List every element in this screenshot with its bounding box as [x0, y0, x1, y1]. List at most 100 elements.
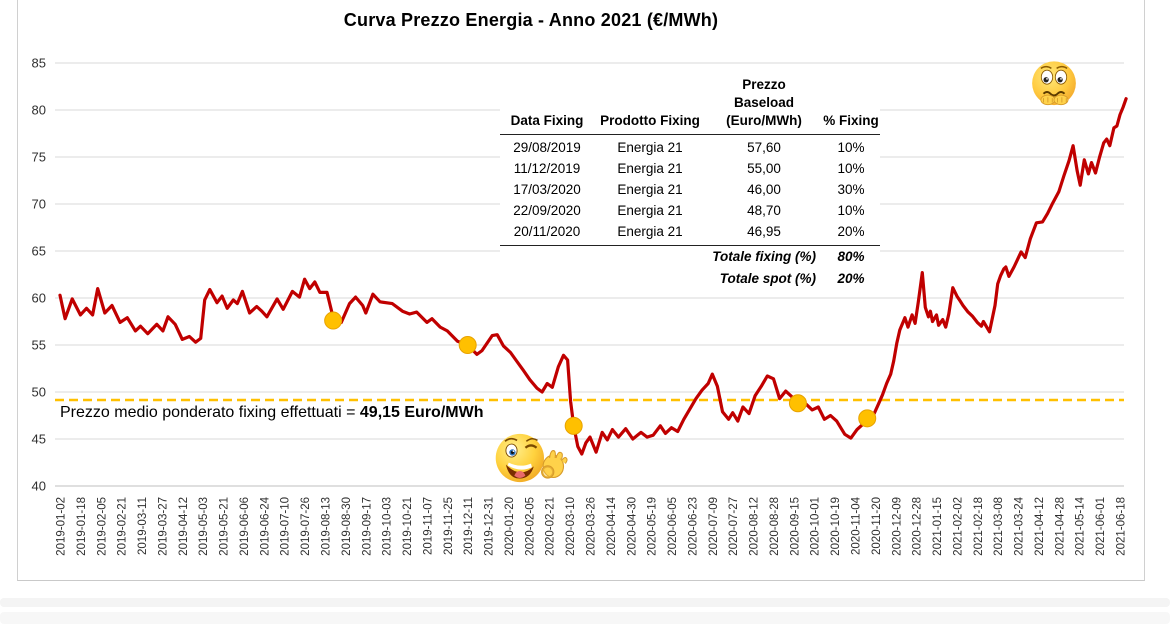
fixing-table-cell: 29/08/2019	[513, 139, 581, 155]
fixing-table-row: 29/08/2019 Energia 21 57,60 10%	[500, 137, 880, 158]
header-prezzo-baseload: Prezzo Baseload (Euro/MWh)	[726, 77, 802, 129]
fixing-table-cell: 30%	[837, 181, 865, 197]
chart-title: Curva Prezzo Energia - Anno 2021 (€/MWh)	[343, 10, 719, 30]
x-axis-tick-label: 2019-05-03	[198, 497, 210, 556]
x-axis-tick-label: 2020-04-30	[626, 497, 638, 556]
x-axis-tick-label: 2020-04-14	[606, 496, 618, 555]
scared-face-emoji	[1026, 57, 1082, 113]
x-axis-tick-label: 2021-01-15	[932, 497, 944, 556]
x-axis-tick-label: 2020-11-20	[871, 497, 883, 555]
x-axis-tick-label: 2019-11-25	[443, 497, 455, 555]
fixing-table-total-row: Totale fixing (%) 80%	[500, 246, 880, 268]
x-axis-tick-label: 2020-05-19	[647, 497, 659, 556]
x-axis-tick-label: 2020-07-27	[728, 497, 740, 556]
total-label: Totale spot (%)	[719, 271, 816, 287]
average-price-annotation: Prezzo medio ponderato fixing effettuati…	[60, 404, 484, 421]
total-value: 80%	[837, 249, 865, 265]
fixing-table-cell: Energia 21	[617, 202, 683, 218]
x-axis-tick-label: 2020-06-05	[667, 497, 679, 556]
fixing-point-dot	[564, 416, 583, 435]
fixing-table-cell: 48,70	[747, 202, 781, 218]
x-axis-tick-label: 2020-02-21	[545, 497, 557, 556]
x-axis-tick-label: 2019-10-21	[402, 497, 414, 556]
x-axis-tick-label: 2021-06-18	[1115, 497, 1127, 556]
fixing-table-cell: 10%	[837, 202, 865, 218]
x-axis-tick-label: 2020-06-23	[687, 497, 699, 556]
x-axis-tick-label: 2019-06-06	[239, 497, 251, 556]
fixing-table-cell: 55,00	[747, 160, 781, 176]
fixing-table-cell: 17/03/2020	[513, 181, 581, 197]
x-axis-tick-label: 2020-02-05	[524, 497, 536, 556]
x-axis-tick-label: 2020-11-04	[850, 496, 862, 555]
x-axis-tick-label: 2021-02-02	[952, 497, 964, 556]
energy-price-line	[58, 97, 1128, 456]
x-axis-tick-label: 2021-02-18	[973, 497, 985, 556]
fixing-table-row: 11/12/2019 Energia 21 55,00 10%	[500, 158, 880, 179]
bottom-ghost-bar-2	[0, 612, 1170, 624]
x-axis-tick-label: 2019-01-18	[76, 497, 88, 556]
x-axis-tick-label: 2019-08-13	[320, 497, 332, 556]
header-perc-fixing: % Fixing	[823, 113, 879, 129]
fixing-table: Data Fixing Prodotto Fixing Prezzo Basel…	[500, 76, 880, 290]
fixing-table-totals: Totale fixing (%) 80% Totale spot (%) 20%	[500, 246, 880, 290]
fixing-point-dot	[788, 394, 807, 413]
x-axis-tick-label: 2021-05-14	[1075, 496, 1087, 555]
x-axis-tick-label: 2019-02-05	[96, 497, 108, 556]
fixing-table-header: Data Fixing Prodotto Fixing Prezzo Basel…	[500, 76, 880, 135]
x-axis-tick-label: 2021-04-28	[1054, 497, 1066, 556]
x-axis-tick-label: 2020-10-19	[830, 497, 842, 556]
fixing-point-dot	[324, 311, 343, 330]
fixing-table-cell: 10%	[837, 160, 865, 176]
fixing-table-cell: 22/09/2020	[513, 202, 581, 218]
header-prodotto-fixing: Prodotto Fixing	[600, 113, 700, 129]
y-axis-tick-label: 75	[32, 150, 46, 165]
x-axis-tick-label: 2021-04-12	[1034, 497, 1046, 556]
fixing-table-cell: Energia 21	[617, 223, 683, 239]
fixing-table-row: 20/11/2020 Energia 21 46,95 20%	[500, 221, 880, 242]
x-axis-tick-label: 2019-01-02	[56, 497, 68, 556]
x-axis-tick-label: 2019-07-10	[280, 497, 292, 556]
fixing-table-body: 29/08/2019 Energia 21 57,60 10% 11/12/2019 En…	[500, 135, 880, 246]
y-axis-tick-label: 85	[32, 56, 46, 71]
fixing-table-cell: 20%	[837, 223, 865, 239]
total-value: 20%	[837, 271, 865, 287]
fixing-point-dot	[858, 409, 877, 428]
fixing-point-dot	[458, 336, 477, 354]
fixing-table-row: 17/03/2020 Energia 21 46,00 30%	[500, 179, 880, 200]
y-axis-tick-label: 45	[32, 432, 46, 447]
x-axis-tick-label: 2020-08-28	[769, 497, 781, 556]
fixing-table-cell: 57,60	[747, 139, 781, 155]
y-axis-tick-label: 40	[32, 479, 46, 494]
x-axis-tick-label: 2019-06-24	[259, 496, 271, 555]
fixing-table-cell: Energia 21	[617, 139, 683, 155]
y-axis-tick-label: 80	[32, 103, 46, 118]
x-axis-tick-label: 2019-04-12	[178, 497, 190, 556]
fixing-table-cell: Energia 21	[617, 160, 683, 176]
x-axis-tick-label: 2020-12-28	[912, 497, 924, 556]
y-axis-tick-label: 60	[32, 291, 46, 306]
fixing-table-total-row: Totale spot (%) 20%	[500, 268, 880, 290]
x-axis-tick-label: 2019-07-26	[300, 497, 312, 556]
fixing-table-cell: 20/11/2020	[513, 223, 581, 239]
fixing-table-row: 22/09/2020 Energia 21 48,70 10%	[500, 200, 880, 221]
x-axis-tick-label: 2020-07-09	[708, 497, 720, 556]
x-axis-tick-label: 2019-10-03	[382, 497, 394, 556]
x-axis-tick-label: 2019-09-17	[361, 497, 373, 556]
x-axis-tick-label: 2019-11-07	[422, 497, 434, 555]
x-axis-tick-label: 2019-03-11	[137, 497, 149, 555]
x-axis-tick-label: 2020-10-01	[810, 497, 822, 556]
fixing-table-cell: 10%	[837, 139, 865, 155]
bottom-ghost-bar-1	[0, 598, 1170, 607]
x-axis-tick-label: 2020-03-26	[585, 497, 597, 556]
y-axis-tick-label: 70	[32, 197, 46, 212]
x-axis-tick-label: 2020-08-12	[749, 497, 761, 556]
x-axis-tick-label: 2019-12-11	[463, 497, 475, 555]
x-axis-tick-label: 2019-02-21	[117, 497, 129, 556]
x-axis-tick-label: 2020-01-20	[504, 497, 516, 556]
x-axis-tick-label: 2021-03-08	[993, 497, 1005, 556]
fixing-table-cell: 11/12/2019	[513, 160, 581, 176]
x-axis-tick-label: 2021-06-01	[1095, 497, 1107, 556]
total-label: Totale fixing (%)	[712, 249, 816, 265]
